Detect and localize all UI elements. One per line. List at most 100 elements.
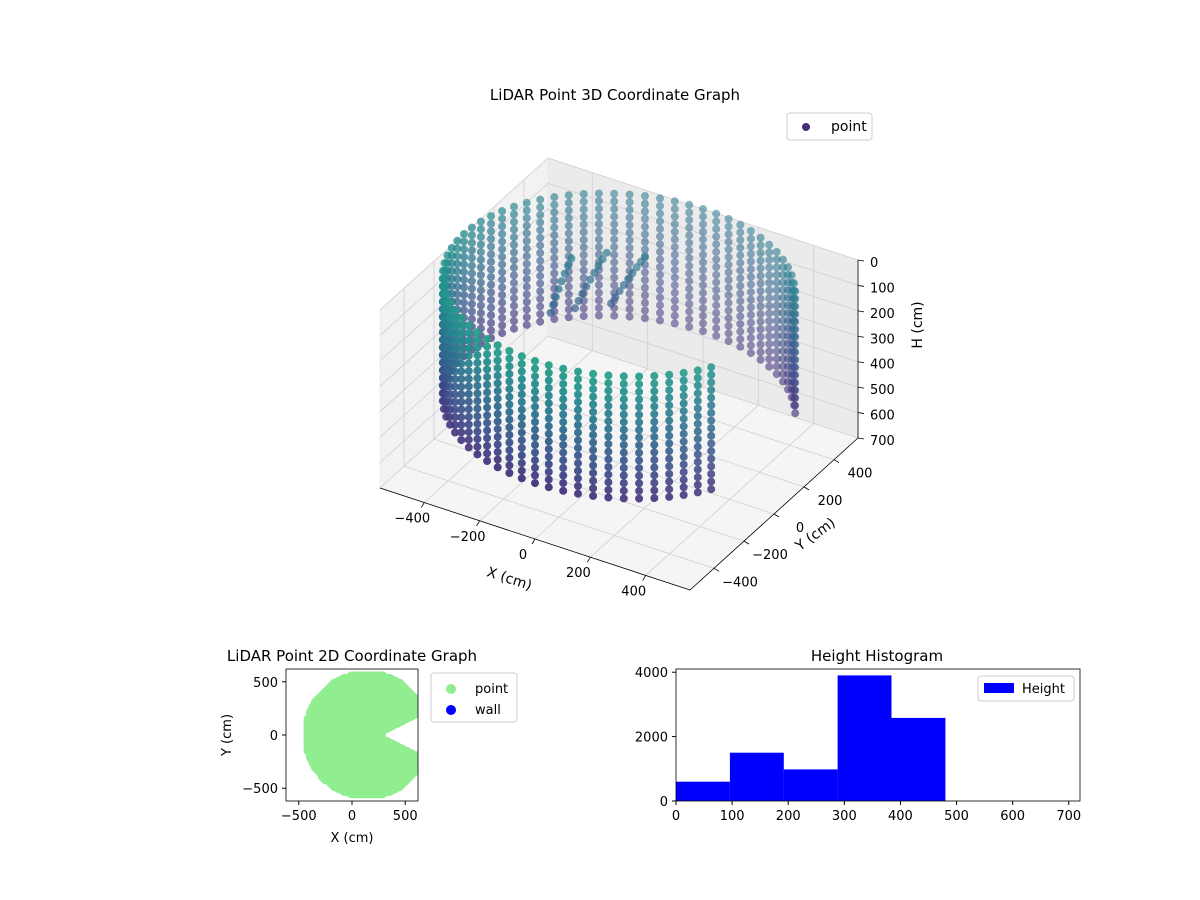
data-point-3d	[483, 411, 492, 420]
data-point-3d	[464, 328, 473, 337]
data-point-3d	[589, 415, 598, 424]
data-point-3d	[522, 275, 531, 284]
data-point-3d	[510, 301, 518, 310]
data-point-3d	[693, 442, 702, 451]
data-point-3d	[746, 227, 755, 235]
data-point-3d	[670, 273, 679, 282]
data-point-3d	[487, 326, 495, 335]
data-point-3d	[536, 271, 545, 280]
y-tick-label-2d: 500	[253, 676, 278, 691]
data-point-3d	[724, 306, 733, 315]
data-point-3d	[510, 278, 518, 287]
data-point-3d	[765, 240, 774, 249]
data-point-3d	[670, 281, 679, 290]
data-point-3d	[791, 386, 800, 395]
y-tick-3d	[713, 567, 720, 572]
data-point-3d	[564, 275, 573, 284]
data-point-3d	[712, 331, 721, 340]
data-point-3d	[476, 240, 485, 249]
data-point-3d	[736, 228, 745, 237]
z-tick-3d	[857, 437, 865, 440]
data-point-3d	[679, 422, 688, 431]
data-point-3d	[536, 294, 545, 303]
data-point-3d	[460, 275, 468, 284]
data-point-3d	[550, 277, 559, 285]
data-point-3d	[665, 454, 674, 463]
data-point-3d	[483, 441, 492, 450]
data-point-3d	[536, 310, 545, 319]
chart-3d-axes: −400 −200 0 200 400 400 200 0 −200 −400 0 100 200 300…	[379, 256, 895, 599]
data-point-3d	[498, 321, 507, 330]
data-point-3d	[619, 395, 628, 404]
data-point-3d	[610, 266, 619, 274]
data-point-3d	[604, 379, 613, 388]
data-point-3d	[610, 243, 619, 252]
data-point-3d	[604, 424, 613, 433]
data-point-3d	[656, 202, 664, 210]
data-point-3d	[712, 263, 721, 272]
data-point-3d	[772, 347, 781, 356]
data-point-3d	[546, 309, 555, 317]
data-point-3d	[510, 294, 518, 303]
data-point-3d	[517, 352, 526, 361]
data-point-3d	[476, 301, 485, 310]
data-point-3d	[693, 412, 702, 421]
data-point-3d	[619, 433, 628, 442]
data-point-3d	[442, 290, 451, 299]
data-point-3d	[772, 270, 781, 279]
data-point-3d	[604, 386, 613, 395]
data-point-3d	[594, 296, 603, 305]
data-point-3d	[756, 279, 765, 288]
data-point-3d	[619, 448, 628, 457]
data-point-3d	[594, 281, 603, 289]
data-point-3d	[765, 347, 774, 356]
data-point-3d	[604, 371, 613, 380]
data-point-3d	[451, 337, 459, 345]
data-point-3d	[544, 475, 553, 484]
data-point-3d	[619, 456, 628, 465]
data-point-3d	[522, 229, 531, 238]
data-point-3d	[517, 375, 526, 384]
data-point-3d	[625, 236, 634, 245]
data-point-3d	[517, 413, 526, 422]
data-point-3d	[619, 486, 628, 495]
data-point-3d	[473, 351, 482, 360]
z-tick-3d	[857, 259, 865, 262]
data-point-3d	[670, 266, 679, 274]
data-point-3d	[712, 209, 721, 218]
data-point-3d	[493, 341, 502, 350]
data-point-3d	[724, 337, 733, 346]
data-point-3d	[574, 382, 582, 391]
data-point-3d	[483, 449, 492, 458]
data-point-3d	[772, 324, 781, 333]
data-point-3d	[604, 401, 613, 410]
data-point-3d	[656, 316, 664, 325]
data-point-3d	[656, 293, 664, 302]
data-point-3d	[625, 297, 634, 306]
data-point-3d	[522, 214, 531, 223]
data-point-3d	[712, 324, 721, 333]
data-point-3d	[746, 295, 755, 304]
x-tick-3d	[420, 502, 425, 508]
data-point-3d	[579, 258, 588, 267]
data-point-3d	[619, 281, 628, 289]
data-point-3d	[467, 284, 476, 293]
data-point-3d	[772, 248, 781, 256]
data-point-3d	[589, 392, 598, 401]
data-point-3d	[791, 310, 800, 319]
data-point-3d	[640, 199, 649, 208]
data-point-3d	[544, 414, 553, 423]
x-tick-label-hist: 300	[832, 809, 857, 824]
data-point-3d	[589, 476, 598, 485]
data-point-3d	[510, 309, 518, 318]
data-point-3d	[746, 326, 755, 335]
data-point-3d	[554, 285, 563, 294]
data-point-3d	[510, 240, 518, 249]
data-point-3d	[619, 479, 628, 488]
data-point-3d	[550, 193, 559, 202]
data-point-3d	[574, 436, 582, 445]
data-point-3d	[493, 455, 502, 464]
data-point-3d	[473, 412, 482, 421]
data-point-3d	[517, 474, 526, 483]
data-point-3d	[483, 396, 492, 404]
